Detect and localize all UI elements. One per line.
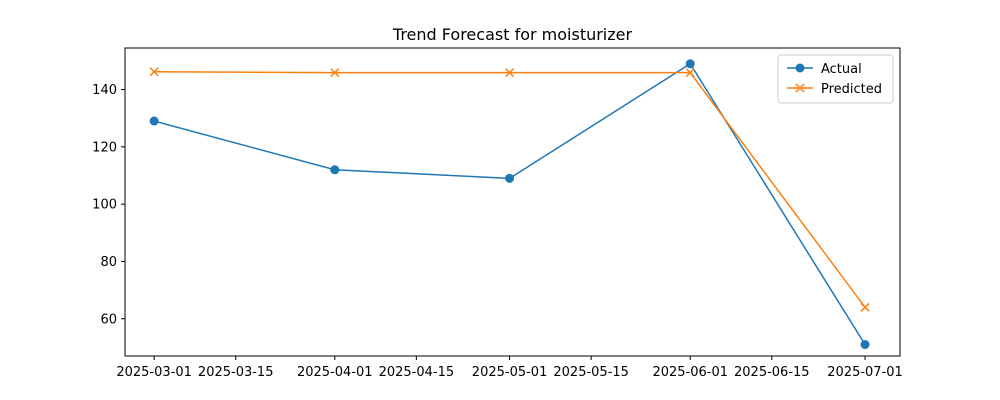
data-point-predicted [685, 68, 695, 78]
x-tick-label: 2025-03-15 [198, 365, 274, 380]
x-tick-label: 2025-03-01 [116, 365, 192, 380]
y-tick-label: 140 [92, 83, 117, 98]
data-point-predicted [860, 302, 870, 312]
x-tick-label: 2025-04-15 [379, 365, 455, 380]
y-tick-label: 120 [92, 140, 117, 155]
legend-box [777, 54, 894, 104]
x-tick-label: 2025-06-15 [734, 365, 810, 380]
x-tick-label: 2025-06-01 [652, 365, 728, 380]
x-tick-label: 2025-05-15 [553, 365, 629, 380]
legend-marker [795, 63, 805, 73]
y-tick-label: 100 [92, 198, 117, 213]
legend-label: Actual [821, 62, 862, 77]
data-point-actual [860, 340, 870, 350]
series-line-predicted [154, 71, 866, 308]
data-point-actual [330, 165, 340, 175]
plot-frame [124, 47, 901, 357]
data-point-actual [685, 59, 695, 69]
data-point-predicted [149, 67, 159, 77]
x-tick-label: 2025-07-01 [827, 365, 903, 380]
data-point-actual [505, 173, 515, 183]
legend-item-actual: Actual [787, 62, 862, 77]
chart-title: Trend Forecast for moisturizer [392, 25, 633, 44]
data-point-predicted [330, 68, 340, 78]
y-tick-label: 80 [100, 255, 117, 270]
legend-label: Predicted [821, 82, 882, 97]
data-point-actual [149, 116, 159, 126]
x-tick-label: 2025-05-01 [472, 365, 548, 380]
x-tick-label: 2025-04-01 [297, 365, 373, 380]
legend-marker [795, 83, 805, 93]
y-tick-label: 60 [100, 312, 117, 327]
series-line-actual [153, 62, 866, 345]
legend-item-predicted: Predicted [787, 82, 882, 97]
data-point-predicted [505, 68, 515, 78]
